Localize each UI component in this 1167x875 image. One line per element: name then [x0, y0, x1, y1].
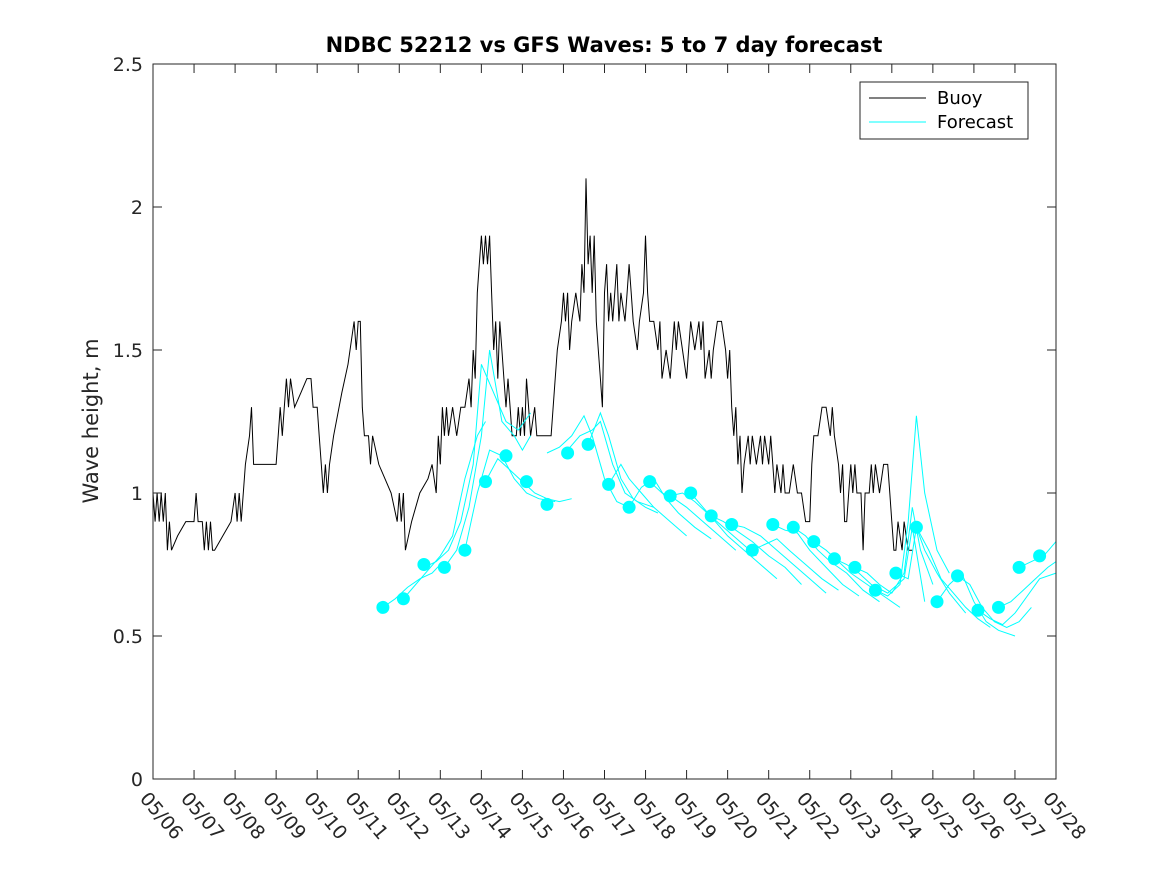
forecast-point [581, 437, 595, 451]
forecast-point [930, 595, 944, 609]
forecast-point [704, 509, 718, 523]
forecast-point [458, 543, 472, 557]
forecast-point [848, 560, 862, 574]
forecast-point [622, 500, 636, 514]
y-tick-label: 2.5 [113, 54, 143, 76]
forecast-point [786, 520, 800, 534]
forecast-series-line [915, 527, 991, 628]
forecast-point [1012, 560, 1026, 574]
y-tick-label: 2 [131, 197, 143, 219]
forecast-point [520, 475, 533, 489]
forecast-series-line [443, 349, 532, 568]
forecast-series-line [998, 561, 1057, 608]
y-tick-label: 0.5 [113, 626, 143, 648]
forecast-series-line [957, 575, 1032, 628]
forecast-series-line [875, 415, 950, 597]
forecast-point [868, 583, 882, 597]
forecast-series-line [895, 525, 967, 614]
forecast-point [376, 600, 390, 614]
forecast-point [827, 552, 841, 566]
y-axis-title: Wave height, m [79, 338, 103, 503]
forecast-series-line [977, 572, 1057, 626]
forecast-series-line [382, 564, 441, 608]
forecast-series-line [464, 449, 556, 551]
forecast-series-line [608, 463, 687, 537]
forecast-point [479, 475, 492, 489]
forecast-point [663, 489, 677, 503]
forecast-series-line [752, 538, 839, 591]
forecast-series-line [649, 481, 737, 551]
legend-label-buoy: Buoy [937, 88, 983, 109]
forecast-point [889, 566, 903, 580]
forecast-point [909, 520, 923, 534]
forecast-series-line [854, 507, 934, 594]
forecast-series-line [731, 524, 827, 594]
chart-title: NDBC 52212 vs GFS Waves: 5 to 7 day fore… [326, 33, 883, 57]
legend-box [859, 81, 1029, 140]
forecast-point [396, 592, 410, 606]
forecast-series-line [813, 541, 901, 608]
forecast-point [971, 603, 985, 617]
y-tick-label: 1.5 [113, 340, 143, 362]
forecast-point [992, 600, 1005, 614]
forecast-series-line [587, 411, 659, 514]
forecast-point [807, 535, 821, 549]
y-tick-label: 0 [131, 769, 143, 791]
forecast-series-line [423, 364, 532, 568]
forecast-series-line [936, 572, 1016, 637]
forecast-point [561, 446, 575, 460]
plot-marks [152, 178, 1057, 637]
forecast-point [951, 569, 964, 583]
forecast-series-line [710, 515, 802, 585]
forecast-point [499, 449, 513, 463]
forecast-series-line [772, 524, 860, 597]
buoy-series-line [152, 178, 913, 551]
forecast-series-line [690, 492, 778, 580]
forecast-point [437, 560, 451, 574]
forecast-point [766, 518, 780, 531]
forecast-point [684, 486, 698, 500]
forecast-point [725, 518, 739, 531]
forecast-point [602, 477, 616, 491]
forecast-point [540, 497, 554, 511]
legend-label-forecast: Forecast [937, 112, 1013, 133]
y-axis: 0 0.5 1 1.5 2 2.5 [113, 54, 1056, 791]
forecast-point [643, 475, 657, 489]
y-tick-label: 1 [131, 483, 143, 505]
forecast-series-line [546, 414, 630, 508]
forecast-point [417, 558, 431, 571]
forecast-point [745, 543, 759, 557]
legend: Buoy Forecast [859, 81, 1029, 140]
forecast-point [1033, 549, 1047, 563]
